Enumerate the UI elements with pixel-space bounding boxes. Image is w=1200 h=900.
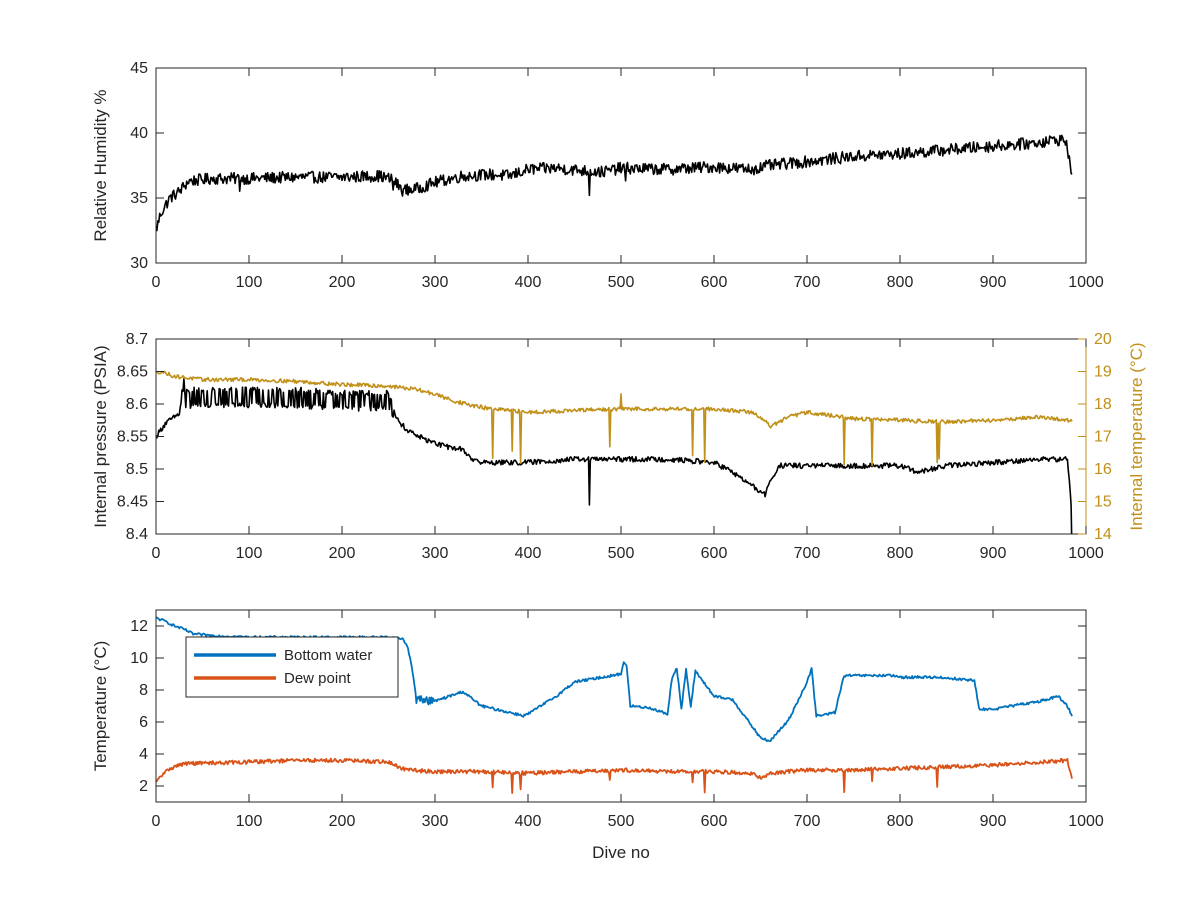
y-tick-label: 35	[130, 190, 148, 207]
y-tick-label: 8	[139, 682, 148, 699]
y-tick-label: 4	[139, 746, 148, 763]
y-tick-label: 40	[130, 125, 148, 142]
x-tick-label: 700	[794, 274, 821, 291]
x-tick-label: 0	[152, 813, 161, 830]
series-group	[156, 370, 1073, 534]
y-tick-label: 8.45	[117, 494, 148, 511]
panel-2: 0 100 200 300 400 500 600 700 800 900 1000 8.4 8.45 8…	[91, 331, 1146, 562]
x-tick-label: 900	[980, 545, 1007, 562]
x-tick-label: 0	[152, 274, 161, 291]
y-tick-label: 8.4	[126, 526, 148, 543]
y-tick-label: 8.6	[126, 396, 148, 413]
y-right-tick-label: 18	[1094, 396, 1112, 413]
legend-label-bottom: Bottom water	[284, 647, 372, 664]
x-tick-label: 900	[980, 813, 1007, 830]
x-tick-label: 100	[236, 274, 263, 291]
x-tick-label: 1000	[1068, 813, 1104, 830]
y-tick-label: 2	[139, 778, 148, 795]
x-tick-label: 0	[152, 545, 161, 562]
y-right-tick-label: 17	[1094, 429, 1112, 446]
y-tick-label: 8.55	[117, 429, 148, 446]
panel-3: 0 100 200 300 400 500 600 700 800 900 1000 2 4 6 8 10 12…	[91, 609, 1104, 862]
x-tick-label: 300	[422, 274, 449, 291]
x-axis-label: Dive no	[592, 843, 650, 862]
y-tick-label: 12	[130, 618, 148, 635]
y-right-tick-label: 14	[1094, 526, 1112, 543]
y-axis-label: Temperature (°C)	[91, 641, 110, 772]
y-right-axis-label: Internal temperature (°C)	[1127, 342, 1146, 530]
x-tick-label: 100	[236, 813, 263, 830]
series-dew-line	[156, 757, 1073, 794]
x-tick-label: 400	[515, 274, 542, 291]
x-tick-label: 500	[608, 813, 635, 830]
x-tick-label: 500	[608, 274, 635, 291]
series-pressure-line	[156, 378, 1073, 534]
y-tick-label: 8.5	[126, 461, 148, 478]
y-tick-label: 45	[130, 60, 148, 77]
y-right-tick-label: 19	[1094, 364, 1112, 381]
y-axis-label: Relative Humidity %	[91, 89, 110, 241]
x-tick-label: 700	[794, 545, 821, 562]
axes-frame	[155, 338, 1087, 535]
series-temperature-line	[156, 370, 1073, 467]
y-tick-label: 6	[139, 714, 148, 731]
x-tick-label: 1000	[1068, 545, 1104, 562]
y-tick-label: 10	[130, 650, 148, 667]
x-tick-label: 800	[887, 545, 914, 562]
x-tick-label: 600	[701, 274, 728, 291]
legend: Bottom water Dew point	[185, 636, 399, 698]
x-tick-label: 600	[701, 545, 728, 562]
x-tick-label: 300	[422, 813, 449, 830]
y-right-tick-label: 16	[1094, 461, 1112, 478]
x-tick-label: 500	[608, 545, 635, 562]
y-tick-label: 8.65	[117, 364, 148, 381]
x-tick-label: 400	[515, 545, 542, 562]
x-tick-label: 200	[329, 545, 356, 562]
y-right-tick-label: 20	[1094, 331, 1112, 348]
legend-label-dew: Dew point	[284, 670, 352, 687]
y-axis-label: Internal pressure (PSIA)	[91, 345, 110, 527]
x-tick-label: 200	[329, 274, 356, 291]
x-tick-label: 400	[515, 813, 542, 830]
y-tick-label: 8.7	[126, 331, 148, 348]
y-right-tick-label: 15	[1094, 494, 1112, 511]
x-tick-label: 700	[794, 813, 821, 830]
series-rh-line	[156, 134, 1073, 232]
x-tick-label: 800	[887, 813, 914, 830]
x-tick-label: 800	[887, 274, 914, 291]
x-tick-label: 200	[329, 813, 356, 830]
x-tick-label: 900	[980, 274, 1007, 291]
panel-1: 0 100 200 300 400 500 600 700 800 900 1000 30 35 40 45…	[91, 60, 1104, 291]
x-tick-label: 600	[701, 813, 728, 830]
y-tick-label: 30	[130, 255, 148, 272]
series-group	[156, 134, 1073, 232]
x-tick-label: 100	[236, 545, 263, 562]
legend-box	[185, 636, 399, 698]
x-tick-label: 1000	[1068, 274, 1104, 291]
x-tick-label: 300	[422, 545, 449, 562]
